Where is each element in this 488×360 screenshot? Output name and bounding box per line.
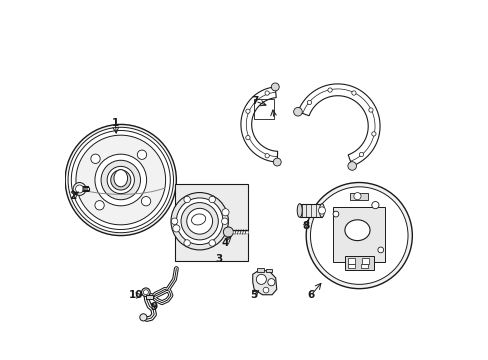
Text: 5: 5 [249, 290, 257, 300]
Polygon shape [297, 84, 379, 166]
Bar [299, 204, 321, 217]
Circle shape [110, 170, 131, 190]
Circle shape [176, 198, 223, 244]
Circle shape [181, 203, 218, 240]
Circle shape [101, 160, 140, 200]
Circle shape [267, 279, 274, 286]
Bar [344, 256, 373, 270]
Circle shape [256, 274, 266, 284]
Circle shape [95, 154, 146, 206]
Ellipse shape [344, 220, 369, 240]
Circle shape [318, 207, 325, 214]
Bar [174, 184, 247, 261]
Bar [254, 99, 273, 119]
Text: 8: 8 [302, 221, 309, 231]
Circle shape [371, 202, 378, 209]
Circle shape [171, 193, 228, 250]
Text: 6: 6 [306, 291, 314, 301]
Text: 7: 7 [251, 96, 259, 106]
Text: 1: 1 [112, 118, 119, 128]
Circle shape [107, 166, 134, 194]
Circle shape [371, 132, 375, 136]
Circle shape [143, 290, 148, 295]
Circle shape [208, 196, 215, 203]
Bar [145, 295, 153, 299]
Circle shape [76, 185, 83, 193]
Ellipse shape [191, 214, 205, 225]
Circle shape [141, 197, 150, 206]
Bar [333, 207, 384, 262]
Polygon shape [252, 270, 276, 295]
Text: 10: 10 [129, 291, 143, 301]
Circle shape [347, 162, 356, 170]
Circle shape [293, 107, 302, 116]
Circle shape [377, 247, 383, 253]
Circle shape [245, 135, 249, 140]
Circle shape [208, 240, 215, 246]
Circle shape [137, 150, 146, 159]
Circle shape [310, 187, 407, 284]
Circle shape [68, 127, 173, 233]
Circle shape [221, 218, 227, 225]
Circle shape [183, 196, 190, 203]
Circle shape [353, 193, 360, 200]
Circle shape [223, 227, 233, 237]
Circle shape [359, 152, 363, 157]
Circle shape [142, 288, 150, 297]
Text: 4: 4 [221, 238, 228, 248]
Circle shape [245, 109, 249, 113]
Circle shape [273, 158, 281, 166]
Bar [360, 264, 367, 268]
Circle shape [71, 131, 170, 229]
Polygon shape [241, 87, 277, 162]
Circle shape [186, 208, 212, 234]
Circle shape [222, 209, 228, 216]
Bar [362, 258, 368, 264]
Circle shape [73, 183, 86, 195]
Circle shape [368, 108, 372, 112]
Bar [349, 193, 367, 200]
Circle shape [332, 211, 338, 217]
Text: 2: 2 [69, 191, 77, 201]
Circle shape [351, 91, 355, 95]
Bar [257, 268, 264, 272]
Bar [348, 258, 354, 264]
Circle shape [95, 201, 104, 210]
Bar [265, 269, 272, 272]
Circle shape [172, 225, 180, 232]
Circle shape [306, 100, 311, 105]
Bar [347, 264, 354, 268]
Circle shape [91, 154, 100, 163]
Circle shape [76, 135, 165, 225]
Circle shape [263, 287, 268, 293]
Ellipse shape [297, 204, 302, 217]
Circle shape [171, 218, 178, 225]
Circle shape [183, 240, 190, 246]
Circle shape [327, 88, 331, 92]
Text: 9: 9 [150, 302, 157, 312]
Ellipse shape [114, 170, 127, 187]
Ellipse shape [319, 204, 324, 217]
Circle shape [264, 91, 269, 95]
Circle shape [305, 183, 411, 289]
Circle shape [65, 125, 176, 235]
Circle shape [264, 154, 269, 158]
Circle shape [140, 314, 147, 321]
Text: 3: 3 [215, 254, 223, 264]
Circle shape [271, 83, 279, 91]
